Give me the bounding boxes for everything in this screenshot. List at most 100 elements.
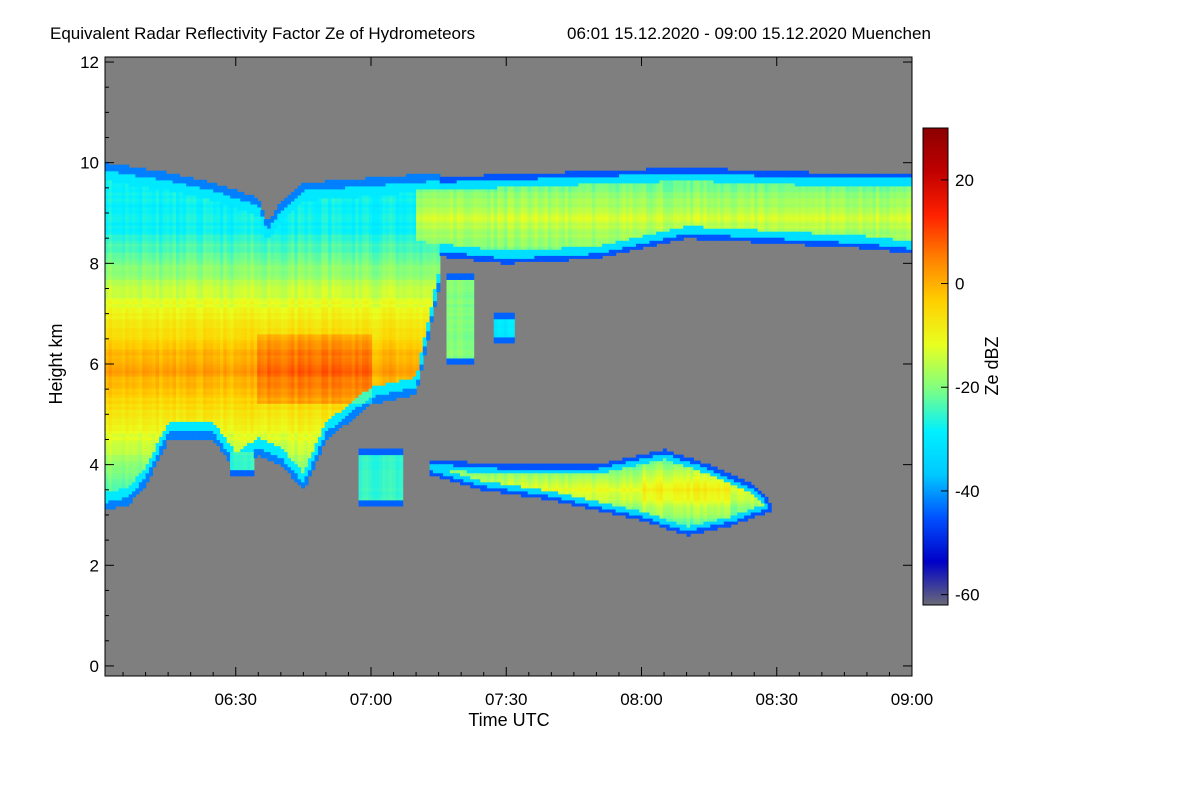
echo-cell (179, 388, 184, 392)
echo-cell (186, 367, 191, 371)
echo-cell (121, 427, 126, 431)
echo-cell (162, 351, 167, 356)
echo-cell (216, 294, 221, 299)
echo-cell (132, 327, 137, 332)
echo-cell (223, 412, 228, 416)
echo-cell (125, 418, 130, 422)
echo-cell (125, 391, 130, 395)
echo-cell (206, 364, 211, 368)
echo-cell (223, 315, 228, 320)
echo-cell (203, 409, 208, 413)
echo-cell (142, 364, 147, 368)
echo-cell (172, 249, 177, 253)
echo-cell (182, 430, 187, 434)
echo-cell (165, 397, 170, 401)
echo-cell (230, 258, 235, 262)
echo-cell (135, 312, 140, 317)
echo-cell (145, 333, 150, 338)
echo-cell (142, 222, 147, 226)
echo-cell (128, 348, 133, 353)
echo-cell (230, 388, 235, 392)
echo-cell (203, 345, 208, 350)
echo-cell (159, 330, 164, 335)
echo-cell (189, 176, 194, 181)
echo-cell (206, 430, 211, 434)
echo-cell (223, 210, 228, 214)
echo-cell (206, 182, 211, 187)
echo-cell (189, 388, 194, 392)
echo-cell (132, 370, 137, 374)
echo-cell (196, 273, 201, 277)
echo-cell (132, 185, 137, 190)
echo-cell (152, 342, 157, 347)
echo-cell (223, 327, 228, 332)
echo-cell (233, 454, 238, 459)
echo-cell (216, 442, 221, 447)
echo-cell (105, 255, 109, 259)
echo-cell (111, 351, 116, 356)
echo-cell (179, 336, 184, 341)
echo-cell (121, 176, 126, 181)
echo-cell (125, 412, 130, 416)
echo-cell (203, 252, 208, 256)
echo-cell (169, 222, 174, 226)
echo-cell (233, 318, 238, 323)
echo-cell (138, 191, 143, 196)
echo-cell (149, 309, 153, 314)
echo-cell (182, 203, 187, 208)
echo-cell (220, 321, 224, 326)
echo-cell (196, 194, 201, 199)
echo-cell (189, 351, 194, 356)
echo-cell (182, 222, 187, 226)
echo-cell (206, 418, 211, 422)
echo-cell (165, 400, 170, 404)
echo-cell (192, 191, 197, 196)
echo-cell (226, 354, 231, 359)
echo-cell (132, 493, 137, 498)
echo-cell (203, 342, 208, 347)
echo-cell (118, 490, 123, 495)
echo-cell (159, 391, 164, 395)
echo-cell (142, 409, 147, 413)
echo-cell (230, 321, 235, 326)
echo-cell (186, 252, 191, 256)
echo-cell (125, 170, 130, 175)
echo-cell (223, 442, 228, 447)
echo-cell (125, 243, 130, 247)
echo-cell (159, 261, 164, 265)
echo-cell (192, 188, 197, 193)
echo-cell (149, 176, 153, 181)
echo-cell (121, 415, 126, 419)
echo-cell (186, 273, 191, 277)
echo-cell (142, 321, 147, 326)
echo-cell (108, 321, 113, 326)
echo-cell (236, 400, 241, 404)
echo-cell (176, 210, 180, 214)
echo-cell (192, 421, 197, 425)
echo-cell (132, 439, 137, 444)
echo-cell (115, 379, 120, 383)
echo-cell (152, 240, 157, 244)
echo-cell (213, 394, 218, 398)
echo-cell (220, 348, 224, 353)
echo-cell (108, 373, 113, 377)
echo-cell (108, 170, 113, 175)
echo-cell (233, 472, 238, 477)
echo-cell (196, 412, 201, 416)
echo-cell (189, 391, 194, 395)
echo-cell (145, 267, 150, 271)
echo-cell (230, 285, 235, 290)
echo-cell (182, 415, 187, 419)
echo-cell (132, 430, 137, 434)
echo-cell (203, 373, 208, 377)
echo-cell (115, 472, 120, 477)
echo-cell (220, 382, 224, 386)
echo-cell (142, 400, 147, 404)
echo-cell (203, 279, 208, 283)
echo-cell (172, 282, 177, 287)
echo-cell (182, 182, 187, 187)
echo-cell (118, 460, 123, 465)
echo-cell (216, 339, 221, 344)
echo-cell (203, 213, 208, 217)
echo-cell (149, 216, 153, 220)
